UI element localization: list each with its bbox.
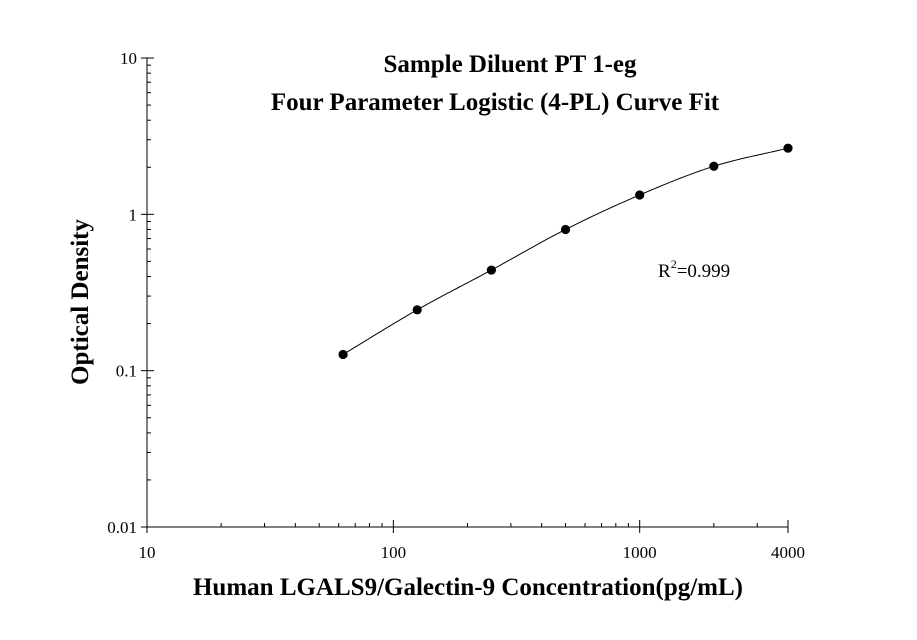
y-tick-label: 1 xyxy=(129,205,138,224)
data-point xyxy=(783,143,793,153)
r-squared-superscript: 2 xyxy=(671,257,677,271)
y-tick-label: 0.01 xyxy=(107,518,137,537)
data-point xyxy=(486,265,496,275)
y-tick-label: 0.1 xyxy=(116,362,137,381)
chart-title: Sample Diluent PT 1-eg xyxy=(383,51,637,78)
x-tick-label: 100 xyxy=(381,543,407,562)
r-squared-value: =0.999 xyxy=(677,261,730,282)
data-points-layer xyxy=(338,143,793,360)
r-squared-annotation: R2=0.999 xyxy=(658,257,730,282)
data-point xyxy=(635,190,645,200)
data-point xyxy=(709,161,719,171)
chart-subtitle: Four Parameter Logistic (4-PL) Curve Fit xyxy=(271,89,720,116)
r-squared-base: R xyxy=(658,261,671,282)
x-tick-label: 10 xyxy=(139,543,156,562)
data-point xyxy=(338,349,348,360)
y-tick-label: 10 xyxy=(120,49,137,68)
fit-curve-layer xyxy=(342,147,789,355)
fit-curve xyxy=(342,147,789,355)
x-tick-label: 1000 xyxy=(623,543,657,562)
x-axis-title: Human LGALS9/Galectin-9 Concentration(pg… xyxy=(193,574,743,601)
data-point xyxy=(560,224,571,235)
x-tick-label: 4000 xyxy=(771,543,805,562)
data-point xyxy=(412,305,422,315)
y-axis-title: Optical Density xyxy=(67,219,94,385)
